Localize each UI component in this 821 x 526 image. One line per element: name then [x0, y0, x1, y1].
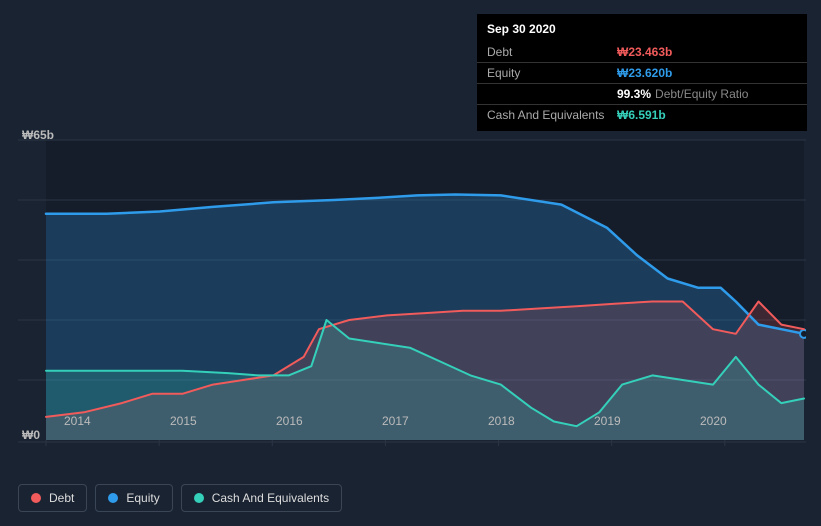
tooltip-row: 99.3%Debt/Equity Ratio [477, 84, 807, 105]
tooltip-value: ₩6.591b [617, 108, 666, 122]
x-year: 2020 [700, 414, 806, 432]
y-axis-label-min: ₩0 [22, 428, 40, 442]
legend-label: Cash And Equivalents [212, 491, 329, 505]
tooltip-label: Cash And Equivalents [487, 108, 617, 122]
y-axis-label-max: ₩65b [22, 128, 54, 142]
x-axis-labels: 2014 2015 2016 2017 2018 2019 2020 [64, 414, 806, 432]
legend-equity[interactable]: Equity [95, 484, 172, 512]
chart-legend: Debt Equity Cash And Equivalents [18, 484, 342, 512]
chart-tooltip: Sep 30 2020 Debt₩23.463bEquity₩23.620b99… [477, 14, 807, 131]
x-year: 2014 [64, 414, 170, 432]
x-year: 2019 [594, 414, 700, 432]
x-year: 2018 [488, 414, 594, 432]
tooltip-row: Debt₩23.463b [477, 42, 807, 63]
legend-debt[interactable]: Debt [18, 484, 87, 512]
tooltip-label [487, 87, 617, 101]
tooltip-date: Sep 30 2020 [477, 20, 807, 42]
legend-cash[interactable]: Cash And Equivalents [181, 484, 342, 512]
x-year: 2017 [382, 414, 488, 432]
tooltip-label: Debt [487, 45, 617, 59]
x-year: 2016 [276, 414, 382, 432]
legend-dot-icon [194, 493, 204, 503]
legend-dot-icon [31, 493, 41, 503]
legend-label: Debt [49, 491, 74, 505]
tooltip-label: Equity [487, 66, 617, 80]
legend-label: Equity [126, 491, 159, 505]
tooltip-suffix: Debt/Equity Ratio [655, 87, 748, 101]
tooltip-row: Cash And Equivalents₩6.591b [477, 105, 807, 125]
x-year: 2015 [170, 414, 276, 432]
tooltip-value: ₩23.620b [617, 66, 672, 80]
tooltip-value: ₩23.463b [617, 45, 672, 59]
legend-dot-icon [108, 493, 118, 503]
tooltip-value: 99.3%Debt/Equity Ratio [617, 87, 748, 101]
tooltip-row: Equity₩23.620b [477, 63, 807, 84]
